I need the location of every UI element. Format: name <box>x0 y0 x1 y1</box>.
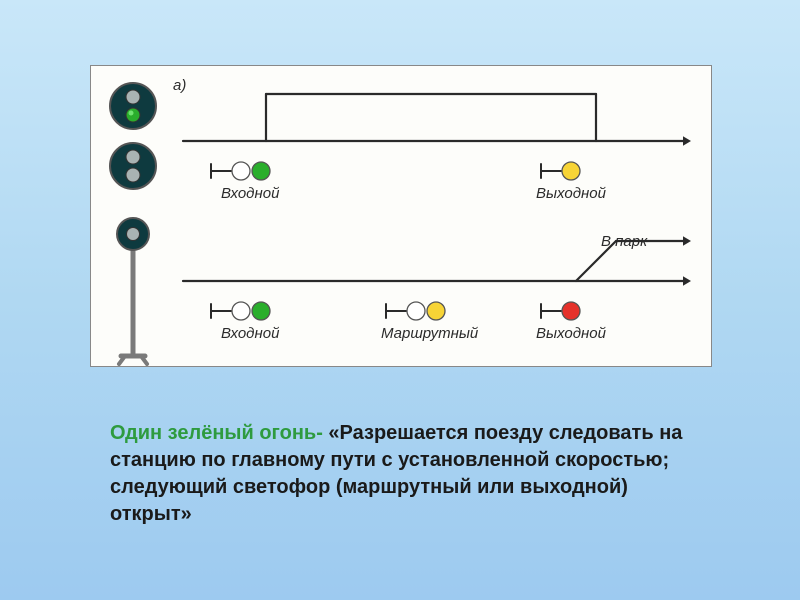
caption-block: Один зелёный огонь- «Разрешается поезду … <box>110 420 700 528</box>
svg-text:Выходной: Выходной <box>536 185 607 202</box>
caption-lead: Один зелёный огонь- <box>110 422 323 444</box>
railway-diagram-svg: a)ВходнойВыходнойВ паркВходнойМаршрутный… <box>91 66 711 366</box>
diagram-panel: a)ВходнойВыходнойВ паркВходнойМаршрутный… <box>90 65 712 367</box>
svg-text:Выходной: Выходной <box>536 325 607 342</box>
svg-text:Входной: Входной <box>221 325 280 342</box>
page-root: a)ВходнойВыходнойВ паркВходнойМаршрутный… <box>0 0 800 600</box>
svg-text:Входной: Входной <box>221 185 280 202</box>
svg-text:a): a) <box>173 77 186 94</box>
svg-text:Маршрутный: Маршрутный <box>381 325 479 342</box>
